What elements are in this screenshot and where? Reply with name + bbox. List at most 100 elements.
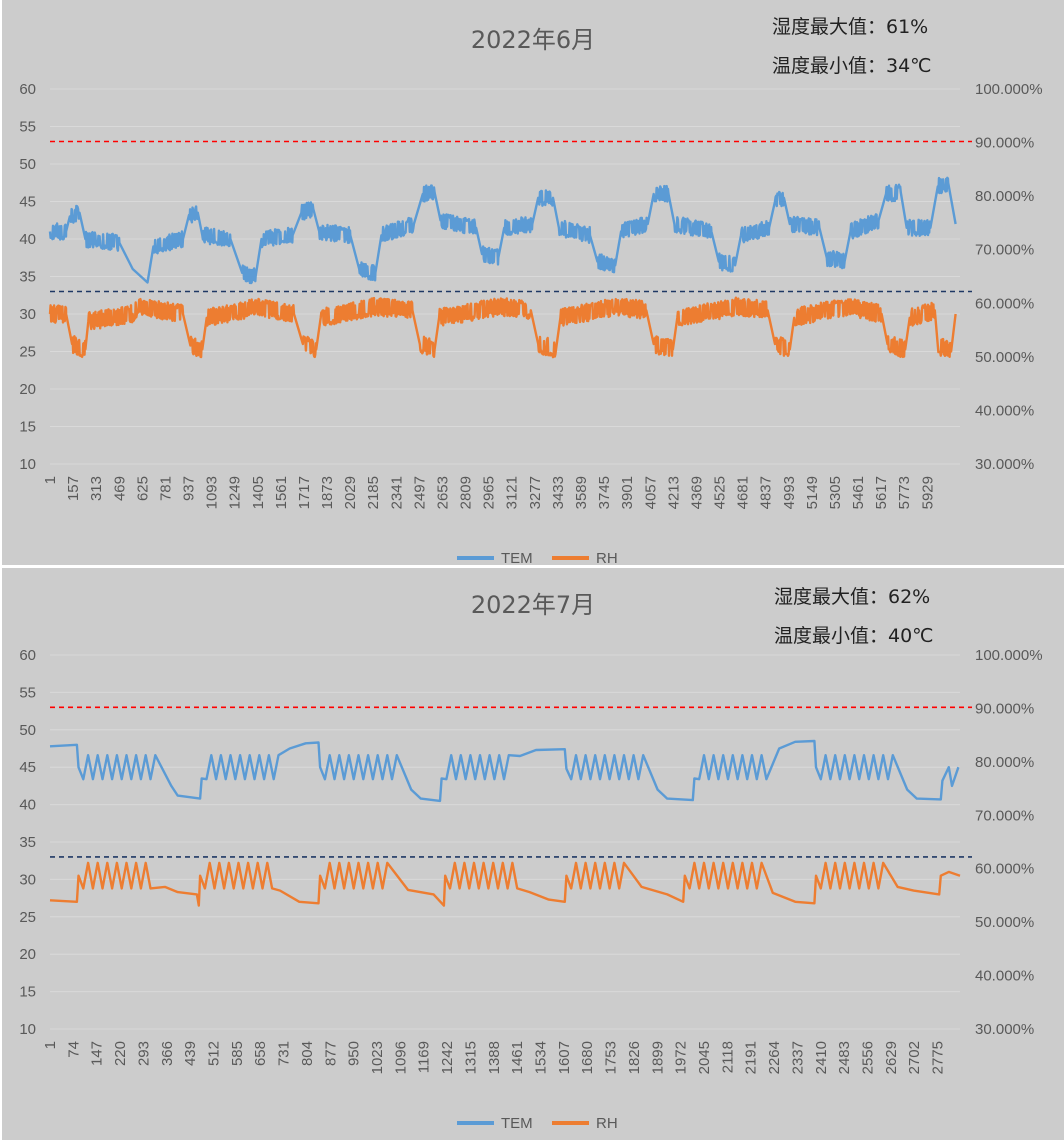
x-tick-label: 1405 <box>250 476 267 509</box>
x-tick-label: 293 <box>135 1041 152 1066</box>
x-tick-label: 1607 <box>556 1041 573 1074</box>
x-tick-label: 781 <box>157 476 174 501</box>
x-tick-label: 3433 <box>550 476 567 509</box>
x-tick-label: 220 <box>112 1041 129 1066</box>
x-tick-label: 4525 <box>712 476 729 509</box>
y-left-tick-label: 30 <box>19 871 36 888</box>
x-tick-label: 2775 <box>930 1041 947 1074</box>
x-tick-label: 625 <box>134 476 151 501</box>
x-tick-label: 658 <box>252 1041 269 1066</box>
y-left-tick-label: 15 <box>19 984 36 1001</box>
x-tick-label: 3121 <box>504 476 521 509</box>
x-tick-label: 2483 <box>836 1041 853 1074</box>
x-tick-label: 5617 <box>873 476 890 509</box>
reference-lines <box>50 140 972 293</box>
series-line-tem <box>49 739 960 803</box>
x-tick-label: 1717 <box>296 476 313 509</box>
y-left-tick-label: 60 <box>19 647 36 664</box>
x-tick-label: 937 <box>181 476 198 501</box>
x-tick-label: 1249 <box>227 476 244 509</box>
chart-title: 2022年7月 <box>471 591 595 619</box>
x-tick-label: 5149 <box>804 476 821 509</box>
series-line-rh <box>48 296 957 359</box>
x-axis-labels: 1 74 147 220 293 366 439 512 585 658 731 804 877 950 1… <box>42 1041 947 1074</box>
x-tick-label: 585 <box>229 1041 246 1066</box>
x-tick-label: 512 <box>206 1041 223 1066</box>
gridlines <box>50 654 960 1030</box>
y-right-tick-label: 90.000% <box>975 700 1034 717</box>
x-tick-label: 2410 <box>813 1041 830 1074</box>
x-tick-label: 2029 <box>342 476 359 509</box>
reference-lines <box>50 706 972 858</box>
annotation-temperature-min: 温度最小值：40℃ <box>774 625 934 647</box>
chart-title: 2022年6月 <box>471 26 595 54</box>
x-tick-label: 147 <box>89 1041 106 1066</box>
x-tick-label: 2341 <box>388 476 405 509</box>
x-tick-label: 4369 <box>688 476 705 509</box>
x-tick-label: 2702 <box>906 1041 923 1074</box>
x-tick-label: 2185 <box>365 476 382 509</box>
x-tick-label: 1388 <box>486 1041 503 1074</box>
legend: TEM RH <box>457 550 618 566</box>
y-right-tick-label: 100.000% <box>975 647 1043 664</box>
chart-panel-july: 10 15 20 25 30 35 40 45 50 55 60 30.000% 40.000% 50.… <box>2 568 1064 1140</box>
x-tick-label: 3901 <box>619 476 636 509</box>
y-left-tick-label: 20 <box>19 946 36 963</box>
x-axis-labels: 1 157 313 469 625 781 937 1093 1249 1405 1561 1717 1… <box>42 476 936 509</box>
x-tick-label: 804 <box>299 1041 316 1066</box>
y-right-tick-label: 50.000% <box>975 914 1034 931</box>
x-tick-label: 1873 <box>319 476 336 509</box>
x-tick-label: 1534 <box>533 1041 550 1074</box>
right-axis-labels: 30.000% 40.000% 50.000% 60.000% 70.000% 80.00… <box>975 647 1043 1038</box>
gridlines <box>50 88 960 465</box>
x-tick-label: 1561 <box>273 476 290 509</box>
x-tick-label: 4681 <box>735 476 752 509</box>
y-left-tick-label: 60 <box>19 81 36 98</box>
x-tick-label: 2337 <box>789 1041 806 1074</box>
x-tick-label: 2264 <box>766 1041 783 1074</box>
y-left-tick-label: 25 <box>19 909 36 926</box>
x-tick-label: 2497 <box>411 476 428 509</box>
x-tick-label: 313 <box>88 476 105 501</box>
y-left-tick-label: 45 <box>19 759 36 776</box>
chart-july-svg: 10 15 20 25 30 35 40 45 50 55 60 30.000% 40.000% 50.… <box>19 586 1043 1132</box>
y-left-tick-label: 55 <box>19 684 36 701</box>
x-tick-label: 1096 <box>392 1041 409 1074</box>
x-tick-label: 1899 <box>649 1041 666 1074</box>
y-left-tick-label: 50 <box>19 722 36 739</box>
left-axis-labels: 10 15 20 25 30 35 40 45 50 55 60 <box>19 81 36 473</box>
legend-rh-label: RH <box>596 1115 618 1132</box>
y-right-tick-label: 70.000% <box>975 807 1034 824</box>
x-tick-label: 2191 <box>743 1041 760 1074</box>
x-tick-label: 157 <box>65 476 82 501</box>
left-axis-labels: 10 15 20 25 30 35 40 45 50 55 60 <box>19 647 36 1038</box>
x-tick-label: 366 <box>159 1041 176 1066</box>
x-tick-label: 2045 <box>696 1041 713 1074</box>
x-tick-label: 1023 <box>369 1041 386 1074</box>
y-left-tick-label: 35 <box>19 834 36 851</box>
y-right-tick-label: 60.000% <box>975 295 1034 312</box>
x-tick-label: 3589 <box>573 476 590 509</box>
x-tick-label: 3745 <box>596 476 613 509</box>
x-tick-label: 1826 <box>626 1041 643 1074</box>
x-tick-label: 5461 <box>850 476 867 509</box>
x-tick-label: 1753 <box>603 1041 620 1074</box>
x-tick-label: 1315 <box>462 1041 479 1074</box>
y-left-tick-label: 15 <box>19 419 36 436</box>
series-lines <box>49 739 961 907</box>
y-left-tick-label: 20 <box>19 381 36 398</box>
x-tick-label: 731 <box>276 1041 293 1066</box>
x-tick-label: 4213 <box>665 476 682 509</box>
y-left-tick-label: 10 <box>19 1021 36 1038</box>
y-right-tick-label: 60.000% <box>975 861 1034 878</box>
x-tick-label: 5305 <box>827 476 844 509</box>
y-left-tick-label: 30 <box>19 306 36 323</box>
x-tick-label: 1972 <box>673 1041 690 1074</box>
y-right-tick-label: 70.000% <box>975 242 1034 259</box>
y-left-tick-label: 55 <box>19 119 36 136</box>
x-tick-label: 5773 <box>896 476 913 509</box>
y-right-tick-label: 40.000% <box>975 968 1034 985</box>
series-lines <box>48 176 957 359</box>
x-tick-label: 1093 <box>204 476 221 509</box>
x-tick-label: 1461 <box>509 1041 526 1074</box>
